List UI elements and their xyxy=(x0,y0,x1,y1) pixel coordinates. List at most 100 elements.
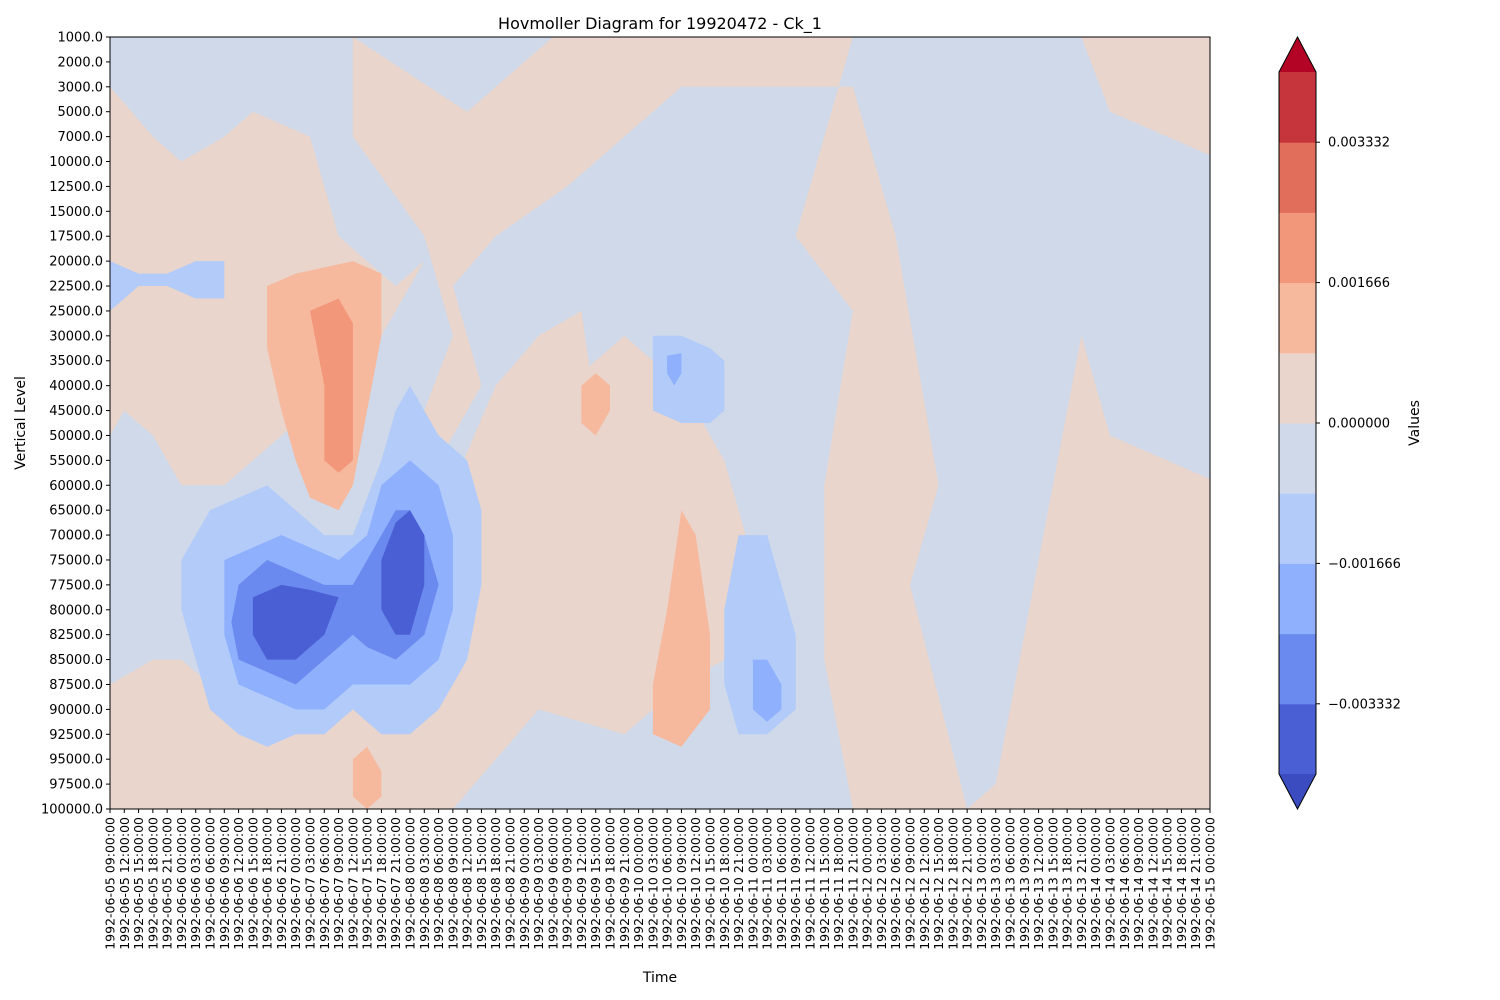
x-tick-label: 1992-06-12 03:00:00 xyxy=(874,817,889,950)
x-tick-label: 1992-06-09 09:00:00 xyxy=(560,817,575,950)
colorbar-band xyxy=(1279,493,1316,564)
x-tick-label: 1992-06-11 06:00:00 xyxy=(774,817,789,950)
colorbar-band xyxy=(1279,72,1316,143)
colorbar-band xyxy=(1279,212,1316,284)
x-tick-label: 1992-06-07 15:00:00 xyxy=(360,817,375,950)
y-tick-label: 15000.0 xyxy=(49,205,103,220)
x-tick-label: 1992-06-07 06:00:00 xyxy=(317,817,332,950)
x-tick-label: 1992-06-11 15:00:00 xyxy=(817,817,832,950)
y-axis-ticks: 1000.0 2000.0 3000.0 5000.0 7000.0 10000.0 125… xyxy=(41,31,110,818)
x-tick-label: 1992-06-08 00:00:00 xyxy=(403,817,418,950)
contour-region-positive-right-spot xyxy=(652,510,710,747)
x-tick-label: 1992-06-13 09:00:00 xyxy=(1017,817,1032,950)
y-tick-label: 95000.0 xyxy=(49,753,103,768)
colorbar-extend-min xyxy=(1279,774,1316,809)
colorbar-band xyxy=(1279,423,1316,494)
x-tick-label: 1992-06-14 00:00:00 xyxy=(1088,817,1103,950)
y-tick-label: 25000.0 xyxy=(49,304,103,319)
x-tick-label: 1992-06-13 00:00:00 xyxy=(974,817,989,950)
colorbar-extend-max xyxy=(1279,37,1316,72)
x-tick-label: 1992-06-08 03:00:00 xyxy=(417,817,432,950)
y-tick-label: 97500.0 xyxy=(49,778,103,793)
x-tick-label: 1992-06-06 09:00:00 xyxy=(217,817,232,950)
y-tick-label: 2000.0 xyxy=(58,55,104,70)
x-tick-label: 1992-06-10 09:00:00 xyxy=(674,817,689,950)
colorbar-tick-label: 0.001666 xyxy=(1328,276,1390,291)
x-tick-label: 1992-06-13 03:00:00 xyxy=(988,817,1003,950)
x-tick-label: 1992-06-08 06:00:00 xyxy=(431,817,446,950)
x-axis-ticks: 1992-06-05 09:00:00 1992-06-05 12:00:00 19… xyxy=(103,809,1218,950)
x-tick-label: 1992-06-11 00:00:00 xyxy=(745,817,760,950)
y-tick-label: 100000.0 xyxy=(41,803,103,818)
y-tick-label: 85000.0 xyxy=(49,653,103,668)
x-tick-label: 1992-06-13 21:00:00 xyxy=(1074,817,1089,950)
x-tick-label: 1992-06-14 21:00:00 xyxy=(1188,817,1203,950)
x-tick-label: 1992-06-11 03:00:00 xyxy=(760,817,775,950)
x-tick-label: 1992-06-15 00:00:00 xyxy=(1203,817,1218,950)
plot-frame xyxy=(109,36,1211,810)
x-tick-label: 1992-06-05 12:00:00 xyxy=(117,817,132,950)
contour-region-negative-mid-right-inner xyxy=(752,659,782,722)
x-tick-label: 1992-06-07 09:00:00 xyxy=(331,817,346,950)
colorbar-label: Values xyxy=(1407,400,1423,446)
x-tick-label: 1992-06-07 00:00:00 xyxy=(288,817,303,950)
colorbar-band xyxy=(1279,352,1316,424)
y-tick-label: 80000.0 xyxy=(49,603,103,618)
x-tick-label: 1992-06-06 12:00:00 xyxy=(231,817,246,950)
x-tick-label: 1992-06-13 18:00:00 xyxy=(1060,817,1075,950)
x-tick-label: 1992-06-08 12:00:00 xyxy=(460,817,475,950)
x-tick-label: 1992-06-12 18:00:00 xyxy=(945,817,960,950)
colorbar-outline xyxy=(1278,35,1317,811)
colorbar-tick-label: −0.001666 xyxy=(1328,557,1401,572)
x-tick-label: 1992-06-12 21:00:00 xyxy=(960,817,975,950)
x-tick-label: 1992-06-06 00:00:00 xyxy=(174,817,189,950)
x-tick-label: 1992-06-10 12:00:00 xyxy=(688,817,703,950)
x-tick-label: 1992-06-14 15:00:00 xyxy=(1160,817,1175,950)
y-tick-label: 87500.0 xyxy=(49,678,103,693)
y-axis-label: Vertical Level xyxy=(13,376,29,470)
x-tick-label: 1992-06-09 00:00:00 xyxy=(517,817,532,950)
colorbar-tick-label: 0.000000 xyxy=(1328,417,1390,432)
y-tick-label: 60000.0 xyxy=(49,479,103,494)
y-tick-label: 30000.0 xyxy=(49,329,103,344)
x-tick-label: 1992-06-06 18:00:00 xyxy=(260,817,275,950)
x-tick-label: 1992-06-12 00:00:00 xyxy=(860,817,875,950)
x-tick-label: 1992-06-09 18:00:00 xyxy=(603,817,618,950)
x-tick-label: 1992-06-10 06:00:00 xyxy=(660,817,675,950)
x-tick-label: 1992-06-10 03:00:00 xyxy=(645,817,660,950)
x-tick-label: 1992-06-08 21:00:00 xyxy=(503,817,518,950)
y-tick-label: 3000.0 xyxy=(58,80,104,95)
x-tick-label: 1992-06-12 06:00:00 xyxy=(888,817,903,950)
y-tick-label: 12500.0 xyxy=(49,180,103,195)
x-tick-label: 1992-06-05 18:00:00 xyxy=(145,817,160,950)
x-tick-label: 1992-06-14 09:00:00 xyxy=(1131,817,1146,950)
x-tick-label: 1992-06-10 18:00:00 xyxy=(717,817,732,950)
x-tick-label: 1992-06-08 18:00:00 xyxy=(488,817,503,950)
x-tick-label: 1992-06-09 15:00:00 xyxy=(588,817,603,950)
contour-region-positive-mid-column xyxy=(538,310,596,511)
colorbar-band xyxy=(1279,633,1316,705)
y-tick-label: 22500.0 xyxy=(49,280,103,295)
x-tick-label: 1992-06-14 18:00:00 xyxy=(1174,817,1189,950)
y-tick-label: 45000.0 xyxy=(49,404,103,419)
x-tick-label: 1992-06-14 06:00:00 xyxy=(1117,817,1132,950)
x-tick-label: 1992-06-06 03:00:00 xyxy=(188,817,203,950)
colorbar-band xyxy=(1279,703,1316,775)
x-tick-label: 1992-06-12 12:00:00 xyxy=(917,817,932,950)
contour-region-positive-low-spot xyxy=(352,746,382,809)
y-tick-label: 35000.0 xyxy=(49,354,103,369)
contour-region-negative-upper-mid-inner xyxy=(667,353,682,386)
x-tick-label: 1992-06-07 21:00:00 xyxy=(388,817,403,950)
x-tick-label: 1992-06-11 12:00:00 xyxy=(803,817,818,950)
contour-region-negative-upper-left xyxy=(110,261,225,311)
y-tick-label: 5000.0 xyxy=(58,105,104,120)
contour-region-positive-right-half xyxy=(238,37,1210,809)
y-tick-label: 75000.0 xyxy=(49,553,103,568)
y-tick-label: 20000.0 xyxy=(49,255,103,270)
x-tick-label: 1992-06-07 03:00:00 xyxy=(303,817,318,950)
x-tick-label: 1992-06-14 12:00:00 xyxy=(1145,817,1160,950)
y-tick-label: 82500.0 xyxy=(49,628,103,643)
colorbar-tick-label: −0.003332 xyxy=(1328,697,1401,712)
y-tick-label: 70000.0 xyxy=(49,529,103,544)
